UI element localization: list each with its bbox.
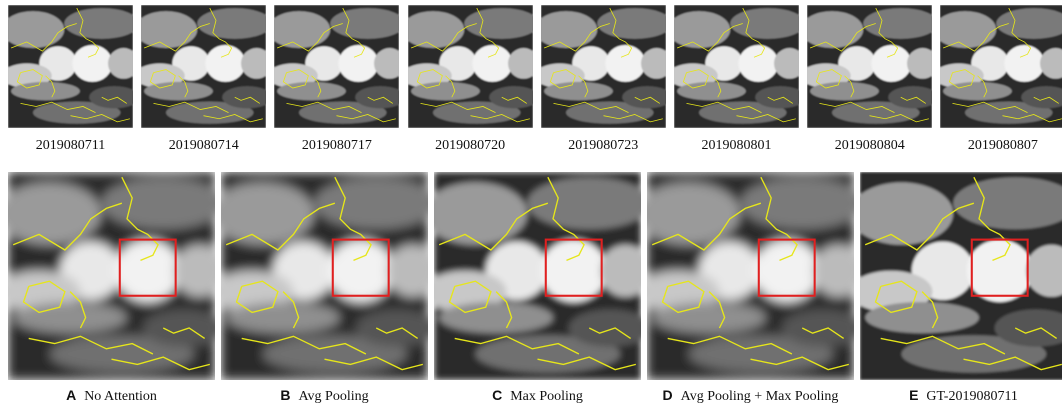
satellite-image [274, 5, 399, 128]
cloud-field [8, 172, 215, 380]
timestamp-caption: 2019080807 [930, 138, 1062, 154]
clouds [221, 172, 428, 380]
satellite-image [674, 5, 799, 128]
cloud-field [674, 5, 799, 128]
cloud-field [408, 5, 533, 128]
satellite-image [860, 172, 1062, 380]
clouds [8, 172, 215, 380]
cloud-field [434, 172, 641, 380]
timestamp: 2019080720 [435, 138, 505, 153]
timestamp: 2019080801 [702, 138, 772, 153]
panel-letter: E [909, 387, 918, 403]
timestamp: 2019080711 [36, 138, 105, 153]
satellite-image [8, 172, 215, 380]
satellite-image [541, 5, 666, 128]
timestamp: 2019080723 [568, 138, 638, 153]
satellite-image [8, 5, 133, 128]
cloud-field [8, 5, 133, 128]
panel-letter: D [663, 387, 673, 403]
timestamp-caption: 2019080711 [0, 138, 143, 154]
clouds [408, 5, 533, 128]
timestamp: 2019080714 [169, 138, 239, 153]
satellite-image [647, 172, 854, 380]
cloud-field [221, 172, 428, 380]
timestamp: 2019080717 [302, 138, 372, 153]
clouds [141, 5, 266, 128]
satellite-image [940, 5, 1062, 128]
panel-caption: A No Attention [0, 387, 225, 405]
satellite-image [434, 172, 641, 380]
timestamp-caption: 2019080801 [664, 138, 809, 154]
panel-caption: B Avg Pooling [211, 387, 438, 405]
panel-title: GT-2019080711 [926, 389, 1018, 404]
cloud-field [541, 5, 666, 128]
clouds [274, 5, 399, 128]
clouds [647, 172, 854, 380]
panel-title: No Attention [84, 389, 157, 404]
panel-title: Avg Pooling + Max Pooling [681, 389, 839, 404]
figure: 2019080711 2019080714 2019080717 2019080720… [0, 0, 1062, 409]
panel-caption: E GT-2019080711 [850, 387, 1062, 405]
panel-letter: C [492, 387, 502, 403]
clouds [541, 5, 666, 128]
panel-letter: A [66, 387, 76, 403]
timestamp: 2019080807 [968, 138, 1038, 153]
clouds [674, 5, 799, 128]
timestamp-caption: 2019080717 [264, 138, 409, 154]
timestamp-caption: 2019080804 [797, 138, 942, 154]
timestamp-caption: 2019080720 [398, 138, 543, 154]
clouds [434, 172, 641, 380]
panel-caption: C Max Pooling [424, 387, 651, 405]
clouds [8, 5, 133, 128]
panel-caption: D Avg Pooling + Max Pooling [637, 387, 864, 405]
satellite-image [408, 5, 533, 128]
panel-letter: B [280, 387, 290, 403]
timestamp: 2019080804 [835, 138, 905, 153]
satellite-image [807, 5, 932, 128]
cloud-field [807, 5, 932, 128]
timestamp-caption: 2019080723 [531, 138, 676, 154]
timestamp-caption: 2019080714 [131, 138, 276, 154]
satellite-image [141, 5, 266, 128]
panel-title: Max Pooling [510, 389, 583, 404]
satellite-image [221, 172, 428, 380]
cloud-field [647, 172, 854, 380]
clouds [807, 5, 932, 128]
cloud-field [274, 5, 399, 128]
cloud-field [141, 5, 266, 128]
panel-title: Avg Pooling [298, 389, 368, 404]
